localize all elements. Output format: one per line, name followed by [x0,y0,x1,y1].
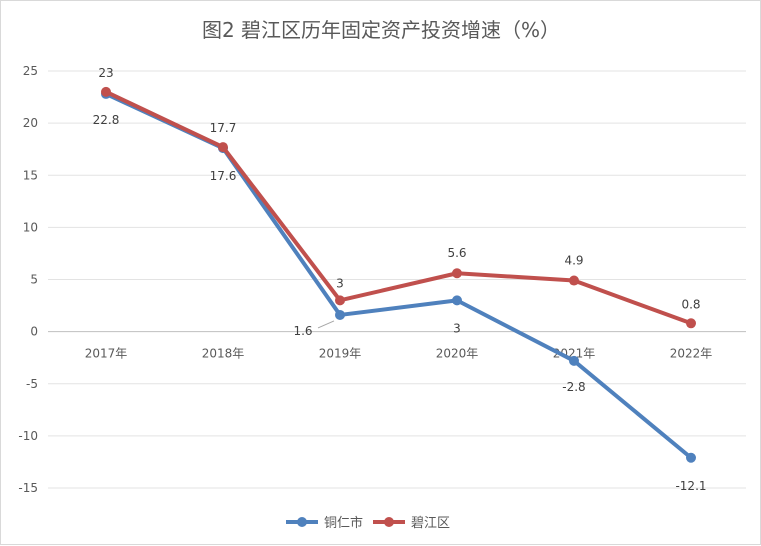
y-tick-label: 5 [30,273,38,287]
data-label: 1.6 [293,324,312,338]
y-axis-ticks: 25 20 15 10 5 0 -5 -10 -15 [18,64,38,495]
data-point [452,295,462,306]
data-label: 23 [98,66,113,80]
data-point [569,355,579,366]
x-axis-ticks: 2017年 2018年 2019年 2020年 2021年 2022年 [85,347,713,361]
x-tick-label: 2017年 [85,347,128,361]
x-tick-label: 2020年 [436,347,479,361]
legend-label: 碧江区 [411,516,450,531]
data-labels: 23 22.8 17.7 17.6 3 1.6 5.6 3 4.9 -2.8 0.8 -12.1 [93,66,707,493]
x-tick-label: 2018年 [202,347,245,361]
y-tick-label: 15 [23,168,38,182]
data-label: 0.8 [681,297,700,311]
data-point [686,318,696,329]
data-label: 17.7 [210,121,237,135]
data-label: 4.9 [564,254,583,268]
gridlines [48,70,746,489]
data-point [335,309,345,320]
series-line-1 [104,89,693,326]
x-tick-label: 2019年 [319,347,362,361]
data-point [218,142,228,153]
data-label: 17.6 [210,169,237,183]
legend-swatch-marker [384,517,394,527]
data-point [686,452,696,463]
y-tick-label: 10 [23,220,38,234]
data-label: 3 [453,321,461,335]
data-label: 3 [336,276,344,290]
data-point [335,295,345,306]
data-point [101,86,111,97]
data-point [452,268,462,279]
legend-label: 铜仁市 [324,515,363,531]
y-tick-label: 25 [23,64,38,78]
x-tick-label: 2022年 [670,347,713,361]
y-tick-label: 20 [23,116,38,130]
y-tick-label: 0 [30,325,38,339]
y-tick-label: -5 [26,377,38,391]
series-line-0 [104,91,693,460]
data-label: -12.1 [675,479,706,493]
y-tick-label: -10 [18,429,38,443]
label-leader-line [317,320,335,329]
chart-title: 图2 碧江区历年固定资产投资增速（%） [202,18,560,42]
legend: 铜仁市 碧江区 [286,515,450,531]
data-label: 22.8 [93,113,120,127]
series-layer [101,86,696,463]
y-tick-label: -15 [18,481,38,495]
data-label: -2.8 [562,380,585,394]
legend-swatch-marker [297,517,307,527]
data-label: 5.6 [447,246,466,260]
data-point [569,275,579,286]
